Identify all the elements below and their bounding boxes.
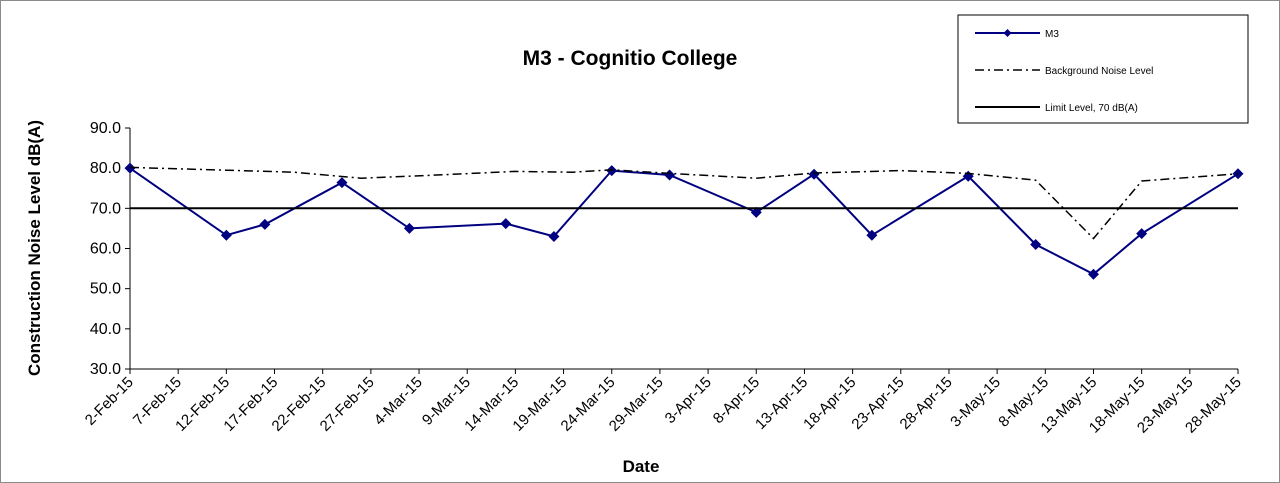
legend-label-background: Background Noise Level (1045, 66, 1153, 77)
x-axis-title: Date (623, 457, 660, 476)
y-tick-label: 80.0 (90, 160, 121, 177)
y-tick-label: 90.0 (90, 120, 121, 137)
y-tick-label: 50.0 (90, 281, 121, 298)
y-axis-title: Construction Noise Level dB(A) (25, 120, 44, 376)
y-tick-label: 60.0 (90, 241, 121, 258)
y-tick-label: 40.0 (90, 321, 121, 338)
legend: M3 Background Noise Level Limit Level, 7… (958, 15, 1248, 123)
y-tick-label: 30.0 (90, 361, 121, 378)
chart-title: M3 - Cognitio College (523, 47, 738, 70)
y-tick-label: 70.0 (90, 200, 121, 217)
legend-label-m3: M3 (1045, 29, 1059, 40)
legend-label-limit: Limit Level, 70 dB(A) (1045, 103, 1138, 114)
